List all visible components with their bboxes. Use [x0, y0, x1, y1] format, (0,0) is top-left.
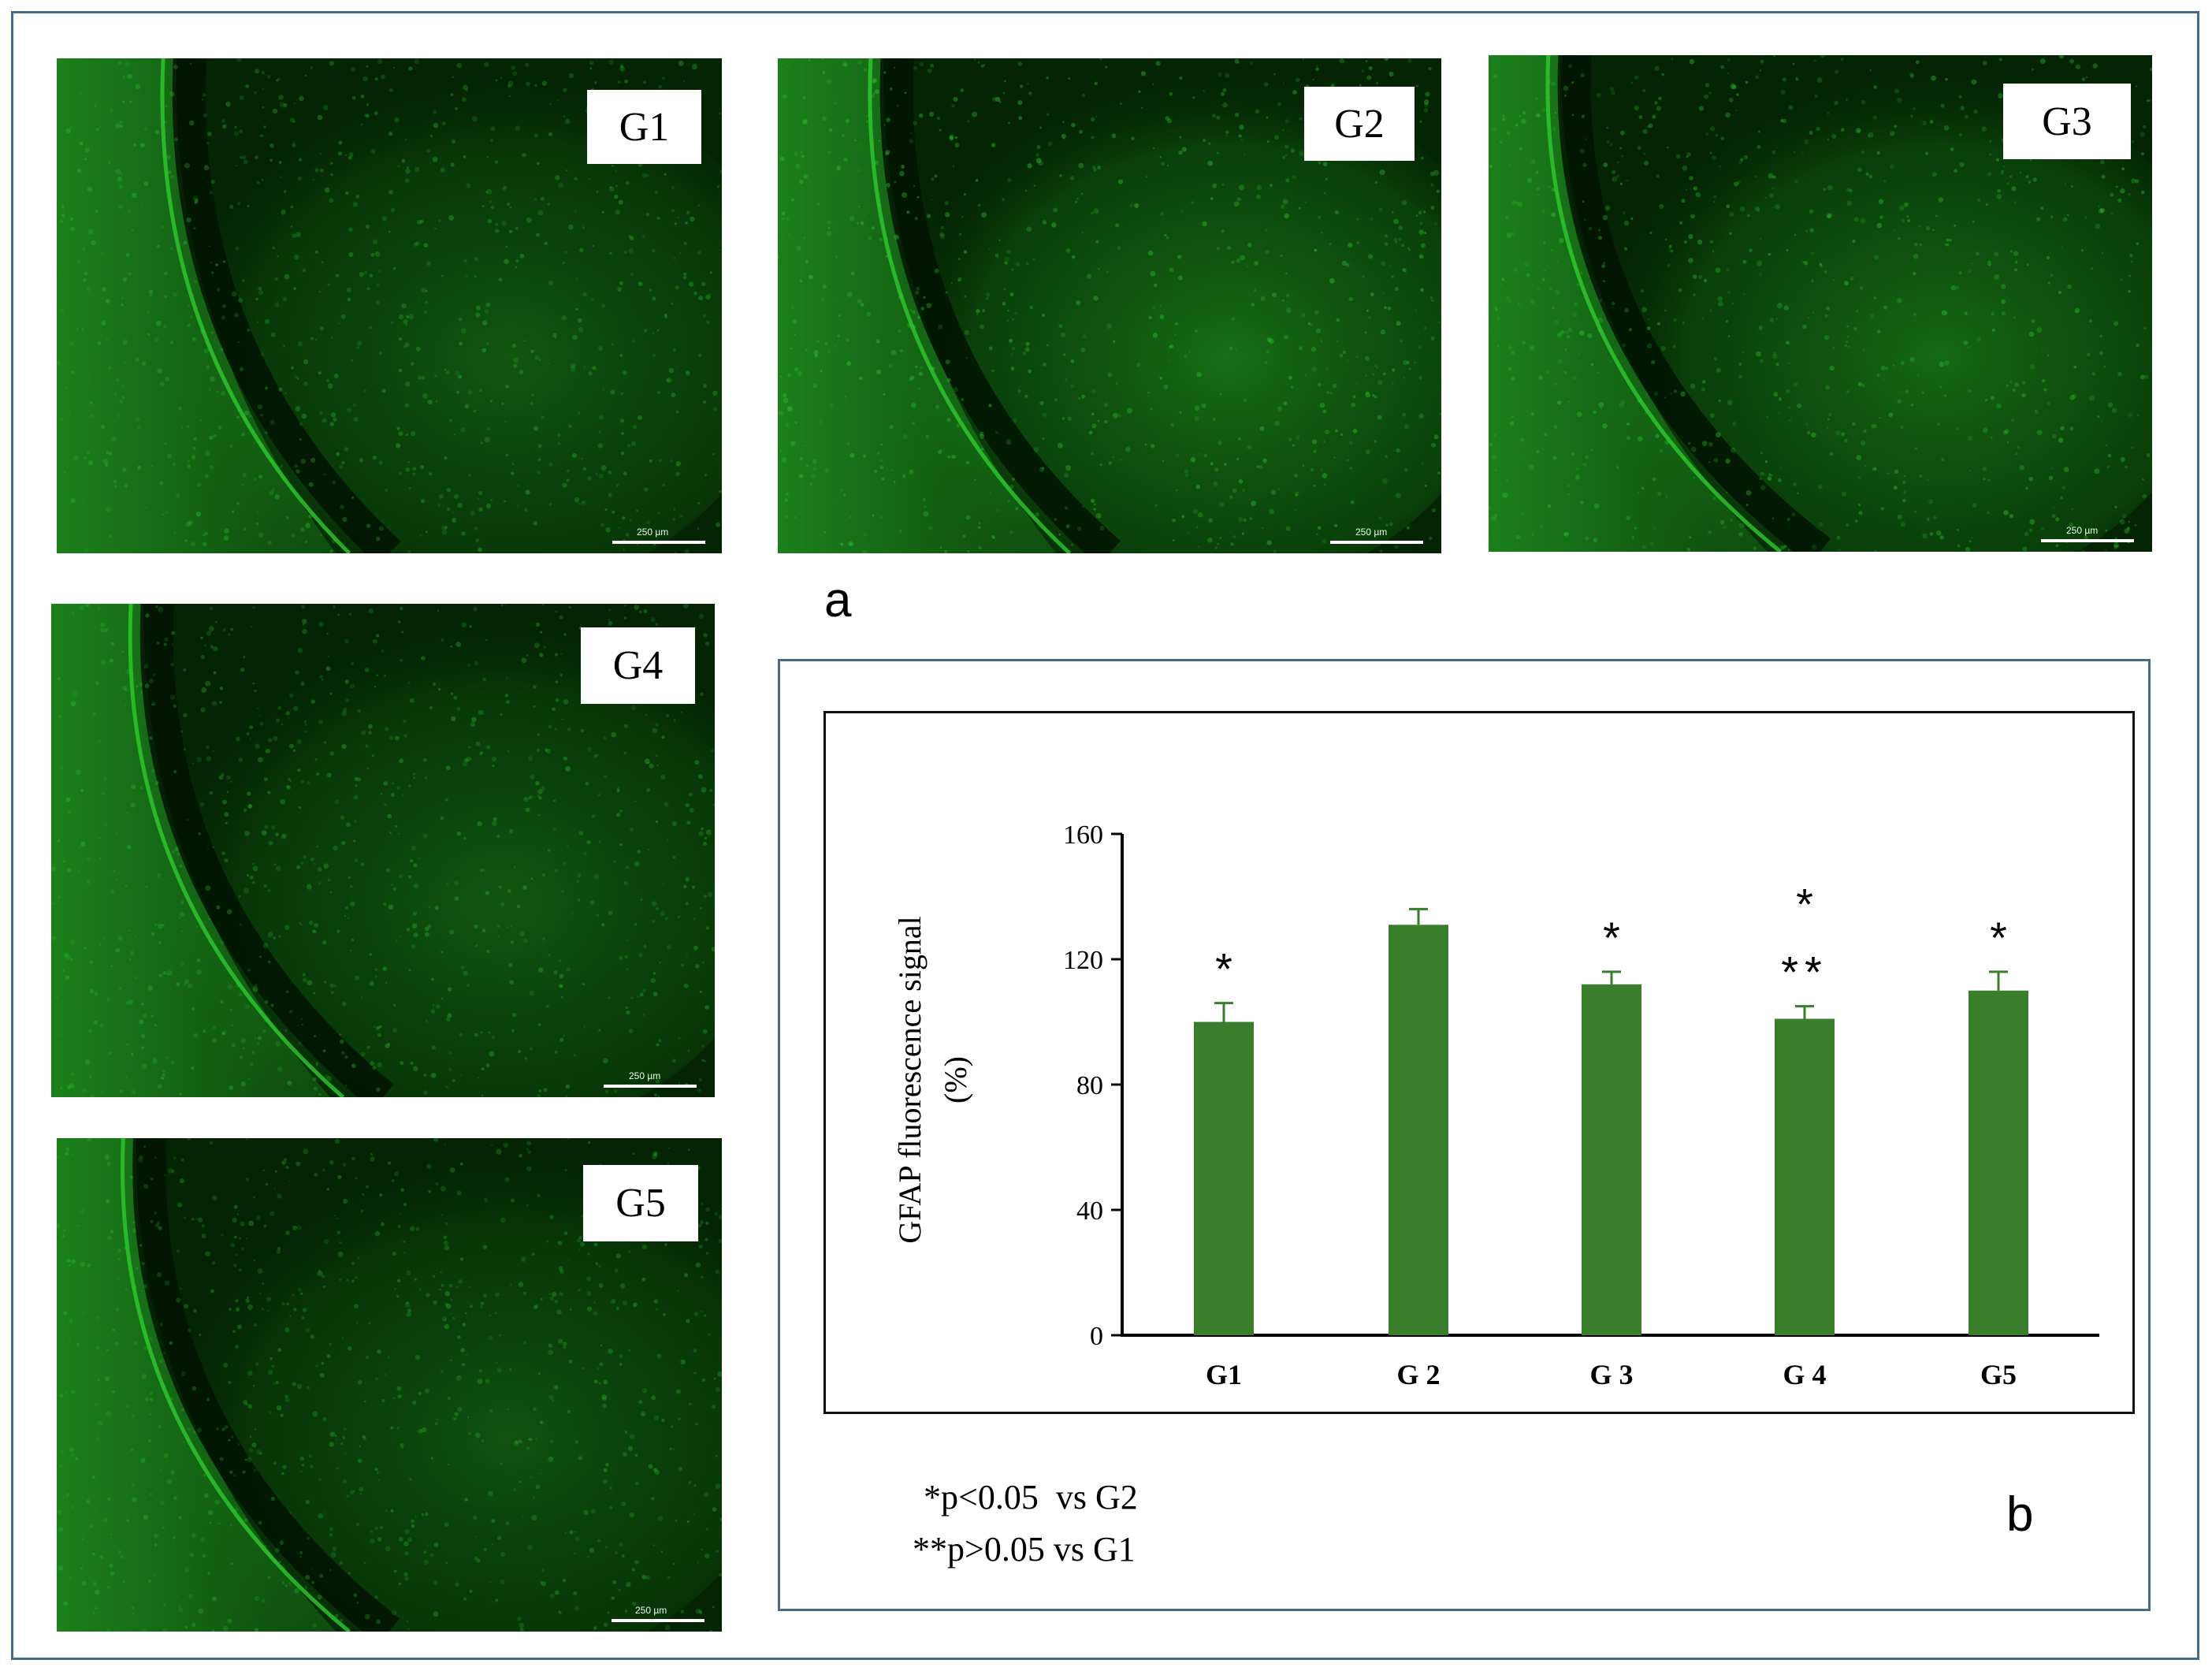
bar-g5	[1968, 990, 2028, 1335]
micrograph-label-g4: G4	[581, 627, 695, 704]
bar-g4	[1775, 1018, 1835, 1335]
significance-note-1: *p<0.05 vs G2	[924, 1478, 1138, 1517]
micrograph-g1	[57, 58, 722, 553]
y-tick-label: 120	[1063, 946, 1103, 975]
significance-mark: *	[1603, 913, 1620, 962]
significance-note-2: **p>0.05 vs G1	[913, 1530, 1136, 1569]
x-tick-label: G1	[1206, 1359, 1242, 1390]
panel-letter-b: b	[2006, 1487, 2034, 1542]
micrograph-label-g2: G2	[1304, 87, 1415, 161]
x-tick-label: G 2	[1396, 1359, 1440, 1390]
y-tick-label: 80	[1076, 1071, 1103, 1100]
significance-mark: **	[1781, 947, 1828, 997]
y-axis-unit: (%)	[938, 1056, 973, 1103]
plot-area-frame	[823, 711, 2135, 1414]
figure-frame	[11, 11, 2199, 1660]
scale-label-g2: 250 µm	[1355, 527, 1388, 538]
chart-panel-frame	[778, 659, 2151, 1611]
micrograph-g4	[51, 604, 715, 1097]
micrograph-label-g1: G1	[587, 90, 701, 164]
x-tick-label: G 4	[1783, 1359, 1826, 1390]
bar-g1	[1194, 1022, 1254, 1335]
significance-mark: *	[1215, 944, 1232, 994]
micrograph-label-g3: G3	[2003, 84, 2131, 159]
bar-g3	[1582, 984, 1641, 1335]
y-tick-label: 160	[1063, 821, 1103, 850]
micrograph-label-g5: G5	[583, 1165, 698, 1241]
panel-letter-a: a	[824, 573, 852, 627]
scale-bar-g2	[1330, 541, 1423, 544]
scale-bar-g5	[612, 1619, 704, 1622]
micrograph-g3	[1489, 55, 2152, 552]
scale-label-g4: 250 µm	[629, 1070, 661, 1081]
x-tick-label: G5	[1980, 1359, 2017, 1390]
scale-label-g5: 250 µm	[635, 1605, 667, 1616]
bar-g2	[1389, 925, 1448, 1335]
significance-mark: *	[1796, 880, 1813, 929]
scale-label-g3: 250 µm	[2066, 525, 2099, 536]
x-tick-label: G 3	[1589, 1359, 1633, 1390]
y-tick-label: 0	[1090, 1322, 1103, 1351]
y-tick-label: 40	[1076, 1196, 1103, 1226]
significance-mark: *	[1990, 913, 2007, 962]
scale-bar-g1	[612, 541, 705, 544]
scale-bar-g3	[2041, 539, 2134, 542]
y-axis-title: GFAP fluorescence signal	[892, 916, 928, 1243]
scale-label-g1: 250 µm	[637, 527, 669, 538]
scale-bar-g4	[604, 1085, 697, 1088]
